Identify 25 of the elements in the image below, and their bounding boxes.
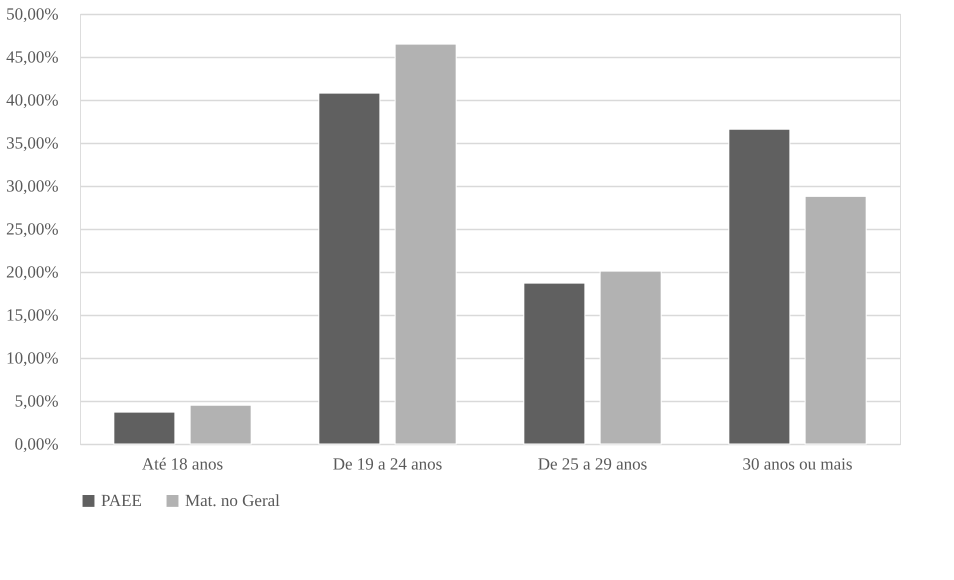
bar (804, 196, 867, 444)
x-tick-label: De 19 a 24 anos (332, 454, 442, 474)
legend-label: Mat. no Geral (185, 490, 280, 510)
bar (318, 92, 380, 444)
y-tick-label: 40,00% (6, 90, 58, 110)
y-tick-label: 5,00% (14, 392, 58, 410)
bar (728, 128, 790, 444)
bar (113, 412, 176, 444)
y-tick-label: 30,00% (6, 176, 58, 196)
y-tick-label: 10,00% (6, 348, 58, 368)
y-tick-label: 45,00% (6, 48, 58, 66)
bar (600, 270, 662, 444)
y-tick-label: 50,00% (6, 4, 58, 24)
x-tick-label: Até 18 anos (142, 454, 224, 474)
x-tick-label: De 25 a 29 anos (538, 454, 648, 474)
bar (523, 282, 586, 444)
bar (190, 404, 252, 444)
legend-label: PAEE (101, 490, 142, 510)
x-tick-label: 30 anos ou mais (742, 454, 853, 474)
y-tick-label: 35,00% (6, 134, 58, 152)
bar (394, 44, 457, 444)
y-tick-label: 20,00% (6, 262, 58, 282)
y-tick-label: 15,00% (6, 306, 58, 324)
y-tick-label: 0,00% (14, 434, 58, 454)
y-tick-label: 25,00% (6, 220, 58, 238)
